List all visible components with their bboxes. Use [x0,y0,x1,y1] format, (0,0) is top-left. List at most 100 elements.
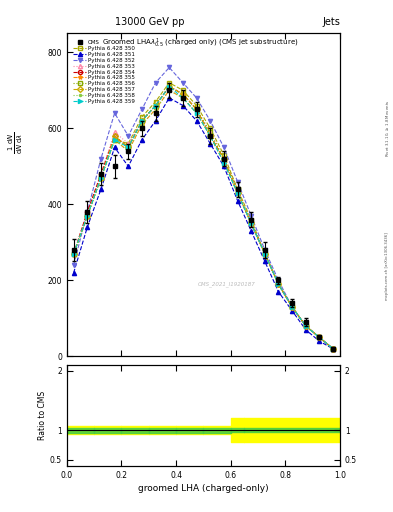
Pythia 6.428 354 [167,83,172,90]
Pythia 6.428 356 [249,220,253,226]
Pythia 6.428 352 [153,80,158,86]
Pythia 6.428 351 [235,198,240,204]
Pythia 6.428 355 [235,190,240,196]
Pythia 6.428 355 [99,175,103,181]
Pythia 6.428 350 [153,99,158,105]
Pythia 6.428 355 [180,95,185,101]
Pythia 6.428 354 [126,144,130,151]
Pythia 6.428 351 [180,102,185,109]
Pythia 6.428 353 [235,186,240,192]
Pythia 6.428 353 [140,118,144,124]
Pythia 6.428 358 [290,304,294,310]
Pythia 6.428 352 [290,304,294,310]
Text: CMS_2021_I1920187: CMS_2021_I1920187 [198,282,256,287]
Pythia 6.428 352 [331,346,336,352]
Pythia 6.428 357 [222,156,226,162]
Pythia 6.428 352 [99,156,103,162]
Pythia 6.428 355 [208,133,213,139]
Pythia 6.428 351 [167,95,172,101]
Pythia 6.428 355 [263,251,267,257]
Pythia 6.428 358 [303,323,308,329]
Line: Pythia 6.428 350: Pythia 6.428 350 [72,80,335,351]
Pythia 6.428 357 [153,102,158,109]
Pythia 6.428 357 [112,133,117,139]
Pythia 6.428 354 [222,156,226,162]
Pythia 6.428 359 [126,144,130,151]
Pythia 6.428 358 [235,190,240,196]
Pythia 6.428 352 [276,278,281,284]
Pythia 6.428 353 [317,334,322,340]
Pythia 6.428 355 [222,159,226,165]
Pythia 6.428 355 [167,87,172,93]
Pythia 6.428 357 [303,323,308,329]
Pythia 6.428 355 [303,323,308,329]
Pythia 6.428 354 [194,106,199,113]
Pythia 6.428 350 [276,281,281,287]
Pythia 6.428 351 [126,163,130,169]
Pythia 6.428 354 [331,346,336,352]
Pythia 6.428 357 [126,144,130,151]
Pythia 6.428 355 [71,251,76,257]
Pythia 6.428 352 [208,118,213,124]
Pythia 6.428 358 [249,220,253,226]
Pythia 6.428 356 [167,83,172,90]
Pythia 6.428 352 [194,95,199,101]
X-axis label: groomed LHA (charged-only): groomed LHA (charged-only) [138,484,269,493]
Pythia 6.428 359 [112,137,117,143]
Pythia 6.428 357 [194,106,199,113]
Pythia 6.428 354 [153,102,158,109]
Pythia 6.428 359 [290,304,294,310]
Pythia 6.428 350 [85,212,90,219]
Pythia 6.428 359 [194,110,199,116]
Pythia 6.428 350 [112,137,117,143]
Pythia 6.428 353 [112,129,117,135]
Pythia 6.428 359 [208,133,213,139]
Line: Pythia 6.428 358: Pythia 6.428 358 [72,88,335,351]
Text: $\frac{1}{\mathrm{d}N}\frac{\mathrm{d}N}{\mathrm{d}\lambda}$: $\frac{1}{\mathrm{d}N}\frac{\mathrm{d}N}… [7,132,25,155]
Pythia 6.428 355 [276,281,281,287]
Pythia 6.428 351 [290,308,294,314]
Pythia 6.428 350 [317,334,322,340]
Pythia 6.428 351 [71,270,76,276]
Legend: CMS, Pythia 6.428 350, Pythia 6.428 351, Pythia 6.428 352, Pythia 6.428 353, Pyt: CMS, Pythia 6.428 350, Pythia 6.428 351,… [71,38,137,106]
Pythia 6.428 358 [208,133,213,139]
Pythia 6.428 351 [222,163,226,169]
Pythia 6.428 355 [126,148,130,154]
Pythia 6.428 350 [263,251,267,257]
Pythia 6.428 352 [112,110,117,116]
Pythia 6.428 355 [112,137,117,143]
Pythia 6.428 358 [331,346,336,352]
Pythia 6.428 351 [153,118,158,124]
Pythia 6.428 353 [71,251,76,257]
Pythia 6.428 352 [167,65,172,71]
Pythia 6.428 357 [290,304,294,310]
Line: Pythia 6.428 357: Pythia 6.428 357 [72,84,335,351]
Pythia 6.428 356 [303,323,308,329]
Pythia 6.428 359 [317,334,322,340]
Line: Pythia 6.428 356: Pythia 6.428 356 [72,84,335,351]
Pythia 6.428 355 [290,304,294,310]
Pythia 6.428 355 [317,334,322,340]
Pythia 6.428 351 [263,259,267,265]
Pythia 6.428 352 [263,247,267,253]
Pythia 6.428 350 [99,175,103,181]
Pythia 6.428 351 [249,228,253,234]
Text: Jets: Jets [322,16,340,27]
Pythia 6.428 356 [222,156,226,162]
Pythia 6.428 356 [276,281,281,287]
Pythia 6.428 357 [180,91,185,97]
Pythia 6.428 353 [263,251,267,257]
Pythia 6.428 356 [153,102,158,109]
Pythia 6.428 358 [85,212,90,219]
Pythia 6.428 358 [153,106,158,113]
Pythia 6.428 353 [249,220,253,226]
Text: Rivet 3.1.10, $\geq$ 1.8M events: Rivet 3.1.10, $\geq$ 1.8M events [384,99,391,157]
Line: Pythia 6.428 353: Pythia 6.428 353 [72,84,335,351]
Pythia 6.428 354 [290,304,294,310]
Pythia 6.428 359 [331,346,336,352]
Pythia 6.428 353 [276,281,281,287]
Pythia 6.428 353 [126,140,130,146]
Pythia 6.428 350 [167,80,172,86]
Pythia 6.428 355 [249,220,253,226]
Pythia 6.428 358 [180,95,185,101]
